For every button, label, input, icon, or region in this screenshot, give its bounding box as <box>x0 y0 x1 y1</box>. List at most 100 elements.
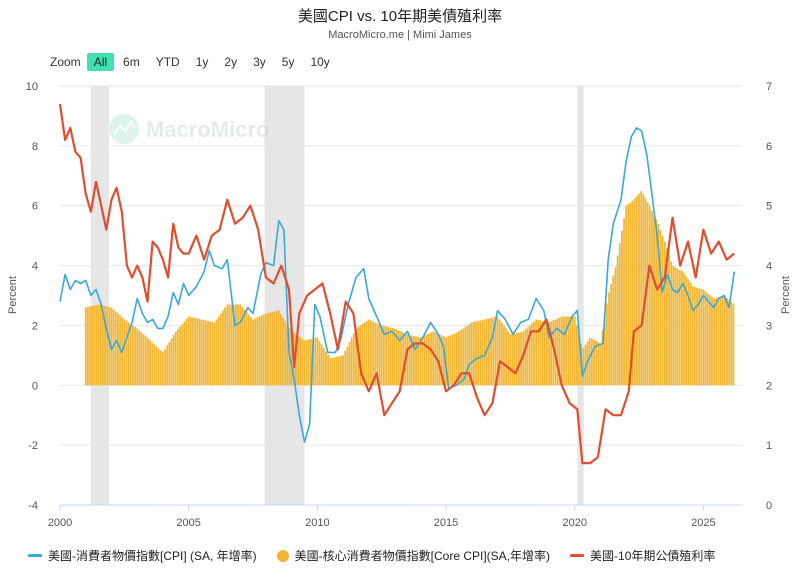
core-cpi-bar <box>438 334 441 386</box>
core-cpi-bar <box>513 333 516 386</box>
recession-bands <box>90 86 584 505</box>
x-tick-label: 2005 <box>176 517 200 529</box>
core-cpi-bar <box>728 299 731 386</box>
core-cpi-bar <box>174 331 177 386</box>
core-cpi-bar <box>723 296 726 386</box>
core-cpi-bar <box>569 316 572 386</box>
zoom-5y-button[interactable]: 5y <box>281 55 295 69</box>
core-cpi-bar <box>123 319 126 386</box>
core-cpi-bar <box>249 316 252 386</box>
core-cpi-bar <box>144 336 147 386</box>
core-cpi-bar <box>618 243 621 386</box>
core-cpi-bar <box>492 317 495 386</box>
core-cpi-bar <box>245 311 248 386</box>
core-cpi-bar <box>389 327 392 386</box>
core-cpi-bar <box>455 332 458 386</box>
legend-cpi-label: 美國-消費者物價指數[CPI] (SA, 年增率) <box>48 549 257 563</box>
zoom-10y-button[interactable]: 10y <box>310 55 330 69</box>
y-axis-right-label: Percent <box>780 276 792 314</box>
core-cpi-bar <box>166 345 169 386</box>
zoom-6m-button[interactable]: 6m <box>123 55 140 69</box>
legend-item-core-cpi[interactable]: 美國-核心消費者物價指數[Core CPI](SA,年增率) <box>276 547 551 564</box>
core-cpi-bar <box>666 248 668 386</box>
core-cpi-bar <box>590 338 593 386</box>
legend-item-10y-yield[interactable]: 美國-10年期公債殖利率 <box>570 547 715 564</box>
core-cpi-bar <box>663 241 666 386</box>
y-left-tick-label: 10 <box>26 81 38 93</box>
core-cpi-bar <box>363 322 366 386</box>
core-cpi-bar <box>539 320 542 386</box>
core-cpi-bar <box>651 210 653 386</box>
core-cpi-bar <box>127 322 130 386</box>
core-cpi-bar <box>629 202 632 386</box>
zoom-3y-button[interactable]: 3y <box>253 55 266 69</box>
core-cpi-bar <box>730 301 733 386</box>
zoom-ytd-button[interactable]: YTD <box>155 55 180 69</box>
core-cpi-bar <box>262 314 265 386</box>
recession-band <box>264 86 305 505</box>
core-cpi-bar <box>548 322 550 386</box>
core-cpi-bar <box>365 320 368 386</box>
legend-core-cpi-swatch <box>276 549 289 562</box>
core-cpi-bar <box>524 329 527 386</box>
legend: 美國-消費者物價指數[CPI] (SA, 年增率) 美國-核心消費者物價指數[C… <box>28 547 798 564</box>
zoom-all-button[interactable]: All <box>86 53 115 71</box>
core-cpi-bar <box>140 332 143 386</box>
core-cpi-bar <box>234 304 237 386</box>
core-cpi-bar <box>466 325 469 386</box>
legend-item-cpi[interactable]: 美國-消費者物價指數[CPI] (SA, 年增率) <box>28 547 257 564</box>
core-cpi-bar <box>676 268 679 386</box>
core-cpi-bar <box>612 275 615 386</box>
core-cpi-bar <box>219 313 222 386</box>
core-cpi-bar <box>627 204 630 386</box>
core-cpi-bar <box>406 334 409 386</box>
x-tick-label: 2000 <box>48 517 72 529</box>
core-cpi-bar <box>267 312 269 386</box>
recession-band <box>90 86 109 505</box>
core-cpi-bar <box>277 310 280 386</box>
core-cpi-bar <box>573 316 576 386</box>
core-cpi-bar <box>530 323 533 386</box>
core-cpi-bar <box>423 335 426 386</box>
core-cpi-bar <box>440 335 443 386</box>
core-cpi-bar <box>408 334 411 386</box>
core-cpi-bar <box>275 310 278 386</box>
core-cpi-bar <box>706 293 709 386</box>
core-cpi-bar <box>226 304 229 386</box>
y-right-tick-label: 1 <box>766 440 772 452</box>
core-cpi-bar <box>582 348 585 386</box>
core-cpi-bar <box>518 332 520 386</box>
zoom-1y-button[interactable]: 1y <box>195 55 209 69</box>
core-cpi-bar <box>327 354 329 386</box>
core-cpi-bar <box>575 325 578 386</box>
chart-subtitle: MacroMicro.me | Mimi James <box>328 29 472 41</box>
y-left-tick-label: -4 <box>28 500 38 512</box>
core-cpi-bar <box>157 348 160 386</box>
core-cpi-bar <box>464 326 467 386</box>
legend-cpi-swatch <box>28 554 42 557</box>
y-left-tick-label: 2 <box>32 320 38 332</box>
core-cpi-bar <box>535 319 538 386</box>
core-cpi-bar <box>460 329 462 386</box>
core-cpi-bar <box>322 347 325 386</box>
core-cpi-bar <box>605 303 608 386</box>
chart-plot[interactable]: MacroMicro -4 -2 0 2 4 6 8 10 0 1 2 3 4 5 6 7 2000 2005 20… <box>0 0 800 540</box>
core-cpi-bar <box>367 319 370 386</box>
core-cpi-bar <box>451 334 454 386</box>
core-cpi-bar <box>391 327 394 386</box>
core-cpi-bar <box>715 297 718 386</box>
core-cpi-bar <box>449 335 452 386</box>
core-cpi-bar <box>279 313 282 386</box>
zoom-2y-button[interactable]: 2y <box>224 55 238 69</box>
core-cpi-bar <box>361 323 364 386</box>
core-cpi-bar <box>588 338 591 386</box>
y-right-tick-label: 0 <box>766 500 772 512</box>
core-cpi-bar <box>402 332 405 386</box>
core-cpi-bar <box>187 316 190 386</box>
core-cpi-bar <box>352 332 355 386</box>
core-cpi-bar <box>340 355 342 386</box>
core-cpi-bar <box>672 266 675 386</box>
core-cpi-bar <box>213 322 216 386</box>
legend-core-cpi-label: 美國-核心消費者物價指數[Core CPI](SA,年增率) <box>294 549 551 563</box>
core-cpi-bar <box>290 331 293 386</box>
